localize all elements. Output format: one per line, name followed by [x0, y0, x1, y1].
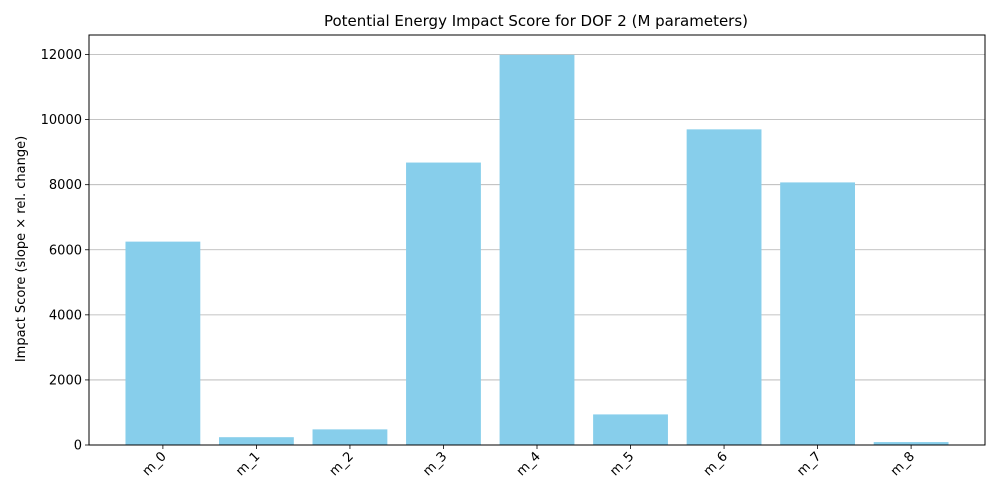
y-tick-label: 6000 — [49, 243, 82, 258]
bar-m_1 — [219, 437, 294, 445]
x-tick-label: m_2 — [327, 449, 357, 479]
bar-m_0 — [125, 241, 201, 445]
bar-m_8 — [873, 442, 949, 445]
x-tick-label: m_4 — [514, 449, 544, 479]
bar-m_6 — [686, 129, 762, 445]
y-tick-label: 12000 — [41, 48, 82, 63]
x-tick-label: m_6 — [701, 449, 731, 479]
y-tick-label: 8000 — [49, 178, 82, 193]
y-tick-label: 10000 — [41, 113, 82, 128]
x-tick-label: m_5 — [607, 449, 637, 479]
x-tick-label: m_1 — [233, 449, 263, 479]
x-tick-label: m_3 — [420, 449, 450, 479]
bar-m_3 — [406, 162, 481, 446]
y-tick-label: 2000 — [49, 373, 82, 388]
y-tick-label: 0 — [74, 439, 82, 454]
bar-m_2 — [312, 429, 388, 445]
x-tick-label: m_0 — [140, 449, 170, 479]
y-ticks: 0 2000 4000 6000 8000 10000 12000 — [41, 48, 89, 454]
y-tick-label: 4000 — [49, 308, 82, 323]
bar-m_7 — [780, 182, 855, 445]
chart-title: Potential Energy Impact Score for DOF 2 … — [324, 12, 748, 30]
bar-m_5 — [593, 414, 668, 445]
x-ticks: m_0 m_1 m_2 m_3 m_4 m_5 m_6 m_7 m_8 — [140, 445, 918, 479]
bars — [125, 54, 949, 446]
x-tick-label: m_8 — [888, 449, 918, 479]
y-axis-label: Impact Score (slope × rel. change) — [14, 136, 29, 362]
bar-m_4 — [499, 54, 575, 445]
x-tick-label: m_7 — [794, 449, 824, 479]
